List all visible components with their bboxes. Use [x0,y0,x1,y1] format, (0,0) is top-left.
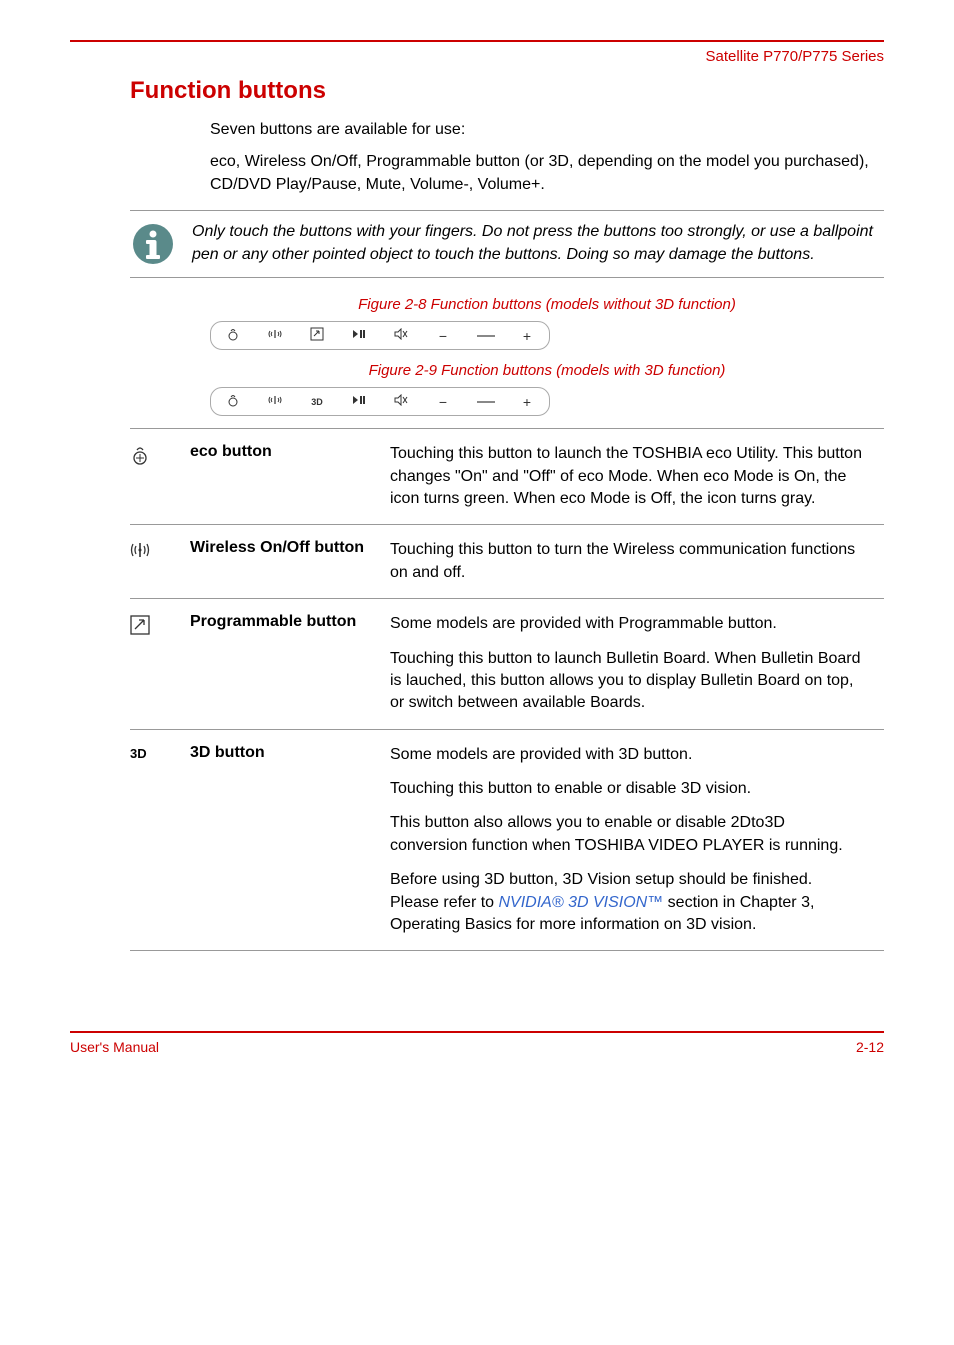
def-para: Touching this button to turn the Wireles… [390,539,864,584]
eco-icon [225,327,241,344]
def-para: This button also allows you to enable or… [390,812,864,857]
three-d-icon: 3D [309,397,325,407]
intro-para-2: eco, Wireless On/Off, Programmable butto… [210,151,884,196]
footer-left: User's Manual [70,1039,159,1055]
header-series: Satellite P770/P775 Series [70,48,884,65]
figure-caption-2: Figure 2-9 Function buttons (models with… [210,362,884,379]
note-block: Only touch the buttons with your fingers… [130,210,884,278]
def-para: Touching this button to launch the TOSHB… [390,443,864,510]
def-para-with-link: Before using 3D button, 3D Vision setup … [390,869,864,936]
def-term: Programmable button [190,613,390,715]
button-strip-1: − + [210,321,884,350]
def-para: Some models are provided with 3D button. [390,744,864,766]
def-term: 3D button [190,744,390,937]
plus-icon: + [519,394,535,410]
info-icon [130,221,176,267]
footer-right: 2-12 [856,1039,884,1055]
definition-table: eco button Touching this button to launc… [130,428,884,951]
def-term: Wireless On/Off button [190,539,390,584]
def-row-eco: eco button Touching this button to launc… [130,428,884,524]
wireless-icon [267,394,283,409]
eco-icon [130,443,190,510]
play-pause-icon [351,395,367,408]
wireless-icon [130,539,190,584]
intro-para-1: Seven buttons are available for use: [210,119,884,141]
def-term: eco button [190,443,390,510]
eco-icon [225,393,241,410]
minus-icon: − [435,328,451,344]
def-desc: Some models are provided with Programmab… [390,613,884,715]
section-heading: Function buttons [130,77,884,105]
volume-bar-icon [477,330,493,342]
note-text: Only touch the buttons with your fingers… [192,221,884,266]
nvidia-3d-vision-link[interactable]: NVIDIA® 3D VISION™ [499,894,664,911]
programmable-icon [309,327,325,344]
plus-icon: + [519,328,535,344]
wireless-icon [267,328,283,343]
def-row-programmable: Programmable button Some models are prov… [130,598,884,729]
def-para: Some models are provided with Programmab… [390,613,864,635]
programmable-icon [130,613,190,715]
three-d-icon: 3D [130,744,190,937]
def-desc: Some models are provided with 3D button.… [390,744,884,937]
def-para: Touching this button to enable or disabl… [390,778,864,800]
def-row-wireless: Wireless On/Off button Touching this but… [130,524,884,598]
def-desc: Touching this button to turn the Wireles… [390,539,884,584]
figure-caption-1: Figure 2-8 Function buttons (models with… [210,296,884,313]
button-strip-2: 3D − + [210,387,884,416]
mute-icon [393,328,409,343]
def-para: Touching this button to launch Bulletin … [390,648,864,715]
page-footer: User's Manual 2-12 [70,1031,884,1055]
minus-icon: − [435,394,451,410]
def-desc: Touching this button to launch the TOSHB… [390,443,884,510]
mute-icon [393,394,409,409]
play-pause-icon [351,329,367,342]
def-row-3d: 3D 3D button Some models are provided wi… [130,729,884,952]
volume-bar-icon [477,396,493,408]
